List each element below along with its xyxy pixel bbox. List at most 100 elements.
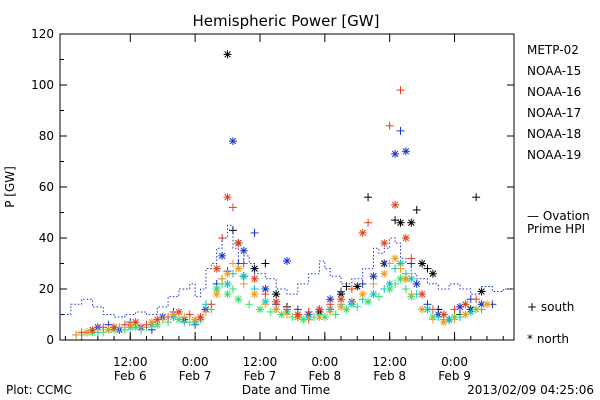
data-point-north [407, 218, 416, 227]
data-point-north [191, 315, 200, 324]
data-point-north [223, 290, 232, 299]
y-tick-label: 80 [39, 129, 54, 143]
x-tick-time: 0:00 [311, 355, 338, 369]
legend-entry: NOAA-16 [527, 85, 581, 99]
x-tick-time: 12:00 [243, 355, 278, 369]
data-point-north [104, 325, 113, 334]
series-1 [83, 126, 497, 337]
data-point-north [358, 290, 367, 299]
x-tick-date: Feb 9 [438, 369, 471, 383]
y-tick-label: 60 [39, 180, 54, 194]
plot-area [60, 50, 514, 339]
data-point-north [320, 313, 329, 322]
data-point-north [396, 218, 405, 227]
data-point-north [174, 307, 183, 316]
legend-entry: METP-02 [527, 43, 579, 57]
data-point-north [272, 297, 281, 306]
data-point-north [283, 256, 291, 265]
x-tick-time: 12:00 [113, 355, 148, 369]
data-point-north [326, 295, 335, 304]
data-point-north [212, 264, 221, 273]
data-point-north [401, 147, 410, 156]
data-point-north [239, 246, 248, 255]
data-point-north [461, 300, 470, 309]
x-tick-date: Feb 8 [373, 369, 406, 383]
data-point-north [412, 279, 421, 288]
x-tick-date: Feb 7 [179, 369, 212, 383]
y-axis: 0 20 40 60 80 100 120 [31, 27, 514, 347]
data-point-north [223, 193, 232, 202]
data-point-north [385, 285, 394, 293]
data-point-north [439, 310, 448, 319]
footer-right: 2013/02/09 04:25:06 [467, 383, 594, 397]
data-point-north [293, 310, 302, 319]
y-tick-label: 120 [31, 27, 54, 41]
y-tick-label: 40 [39, 231, 54, 245]
data-point-north [461, 310, 470, 319]
data-point-north [234, 295, 243, 304]
marker-legend-entry: + south [527, 300, 574, 314]
y-tick-label: 0 [46, 333, 54, 347]
data-point-north [239, 272, 248, 281]
data-point-north [358, 228, 367, 237]
data-point-north [369, 290, 378, 299]
data-point-north [250, 274, 259, 283]
data-point-north [228, 137, 237, 146]
data-point-north [272, 305, 281, 314]
data-point-north [337, 295, 346, 304]
data-point-north [218, 251, 227, 260]
x-tick-date: Feb 6 [114, 369, 147, 383]
data-point-north [418, 305, 427, 314]
data-point-north [174, 315, 183, 324]
x-tick-time: 0:00 [182, 355, 209, 369]
data-point-north [153, 315, 162, 324]
y-tick-label: 20 [39, 282, 54, 296]
data-point-north [369, 272, 378, 281]
data-point-north [439, 318, 448, 327]
data-point-north [110, 323, 119, 332]
data-point-north [147, 318, 156, 327]
legend: METP-02 NOAA-15 NOAA-16 NOAA-17 NOAA-18 NOAA-… [527, 43, 590, 346]
data-point-north [315, 313, 324, 322]
data-point-north [364, 297, 373, 306]
data-point-north [428, 269, 437, 278]
legend-entry: NOAA-19 [527, 148, 581, 162]
data-point-north [482, 300, 491, 309]
ovation-hpi-line [60, 224, 514, 318]
data-point-north [255, 305, 264, 314]
data-point-north [391, 200, 400, 209]
data-point-north [380, 239, 389, 248]
y-tick-label: 100 [31, 78, 54, 92]
data-point-north [391, 254, 400, 263]
series-6 [60, 224, 514, 318]
data-point-north [212, 290, 221, 299]
data-point-north [477, 300, 486, 309]
legend-entry: NOAA-17 [527, 106, 581, 120]
data-point-north [234, 264, 243, 273]
data-point-north [234, 239, 243, 248]
marker-legend-entry: * north [527, 332, 569, 346]
data-point-north [223, 50, 232, 59]
data-point-north [353, 282, 362, 291]
x-tick-date: Feb 8 [308, 369, 341, 383]
x-tick-date: Feb 7 [244, 369, 277, 383]
y-axis-label: P [GW] [3, 166, 17, 208]
legend-entry: NOAA-15 [527, 64, 581, 78]
x-tick-time: 0:00 [441, 355, 468, 369]
data-point-north [88, 325, 97, 334]
legend-entry-ovation-line1: — Ovation [527, 209, 590, 223]
data-point-north [315, 305, 324, 314]
data-point-north [401, 234, 410, 242]
data-point-north [196, 313, 205, 322]
data-point-north [250, 264, 259, 273]
data-point-north [299, 315, 308, 324]
footer-left: Plot: CCMC [6, 383, 72, 397]
data-point-north [272, 290, 281, 299]
data-point-north [455, 302, 464, 311]
series-0 [201, 50, 486, 324]
chart-title: Hemispheric Power [GW] [193, 12, 380, 30]
data-point-north [380, 269, 389, 278]
data-point-north [391, 149, 400, 158]
data-point-north [401, 274, 410, 283]
series-4 [72, 254, 491, 339]
